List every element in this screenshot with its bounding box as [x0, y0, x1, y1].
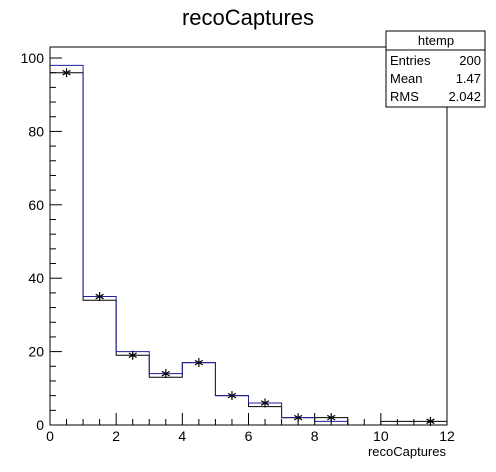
x-tick-label: 10	[373, 428, 389, 444]
x-tick-label: 2	[112, 428, 120, 444]
data-point-marker	[95, 292, 104, 302]
stats-rms-value: 2.042	[448, 89, 481, 104]
stats-rms-label: RMS	[390, 89, 419, 104]
histogram-bin-series-1-3	[149, 374, 182, 425]
y-tick-label: 0	[36, 417, 44, 433]
y-tick-label: 40	[28, 270, 44, 286]
histogram-bin-series-1-1	[83, 297, 116, 425]
y-tick-label: 80	[28, 123, 44, 139]
y-tick-label: 20	[28, 344, 44, 360]
histogram-bin-series-1-4	[182, 363, 215, 425]
x-tick-label: 0	[46, 428, 54, 444]
axis-layer: 0 2 4 6 8 10 12 0 20 40 60 80 100	[21, 50, 455, 444]
marker-layer	[62, 68, 435, 426]
histogram-layer	[49, 64, 448, 426]
histogram-bin-series-0-2	[116, 355, 149, 425]
chart-title: recoCaptures	[182, 5, 314, 30]
histogram-bin-series-1-0	[50, 65, 83, 425]
histogram-series-1	[49, 64, 447, 426]
stats-mean-value: 1.47	[456, 71, 481, 86]
histogram-bin-series-0-3	[149, 377, 182, 425]
data-point-marker	[161, 369, 170, 379]
stats-entries-value: 200	[459, 53, 481, 68]
data-point-marker	[128, 350, 137, 360]
x-tick-label: 8	[311, 428, 319, 444]
stats-box: htemp Entries 200 Mean 1.47 RMS 2.042	[385, 30, 486, 108]
x-tick-label: 12	[439, 428, 455, 444]
stats-box-frame	[385, 30, 486, 108]
data-point-marker	[260, 398, 270, 408]
y-tick-label: 60	[28, 197, 44, 213]
histogram-bin-series-0-4	[182, 363, 215, 425]
histogram-bin-series-0-1	[83, 300, 116, 425]
stats-mean-label: Mean	[390, 71, 423, 86]
data-point-marker	[62, 68, 71, 78]
x-axis-title: recoCaptures	[368, 444, 447, 459]
y-tick-label: 100	[21, 50, 45, 66]
x-tick-label: 4	[178, 428, 186, 444]
stats-entries-label: Entries	[390, 53, 431, 68]
histogram-bin-series-1-2	[116, 352, 149, 425]
histogram-series-0	[49, 72, 448, 426]
x-tick-label: 6	[245, 428, 253, 444]
stats-box-title: htemp	[418, 33, 454, 48]
data-point-marker	[194, 358, 204, 368]
data-point-marker	[227, 391, 237, 401]
